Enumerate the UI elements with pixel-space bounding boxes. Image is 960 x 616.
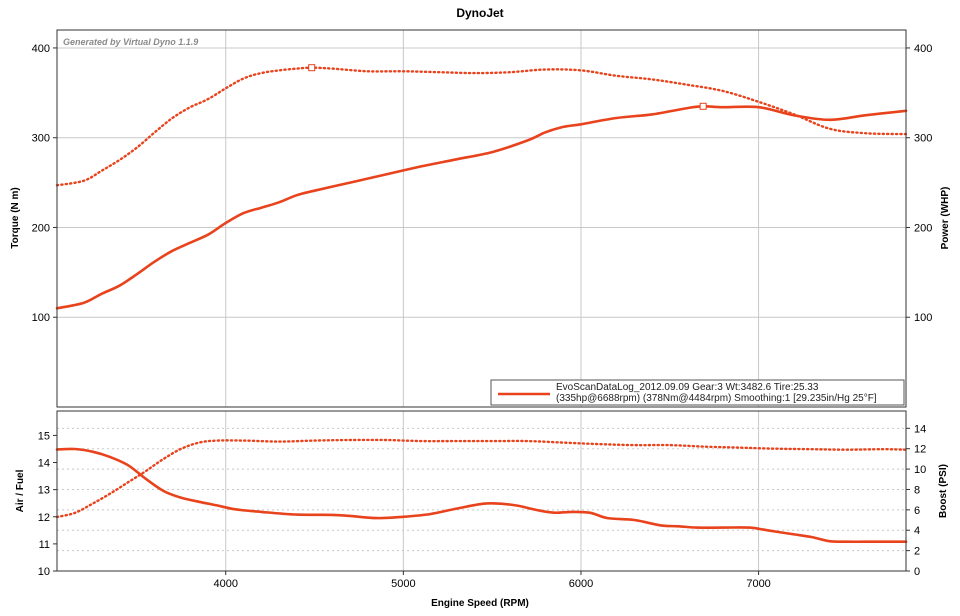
rpm-tick-label: 4000 (213, 578, 237, 590)
bottom-series (55, 438, 908, 544)
air-fuel-curve (55, 447, 908, 544)
boost-tick-label: 6 (914, 505, 920, 517)
airfuel-axis-title: Air / Fuel (15, 469, 26, 512)
torque-tick-label: 200 (32, 222, 50, 234)
rpm-tick-label: 5000 (391, 578, 415, 590)
chart-title-group: DynoJet (456, 6, 503, 20)
rpm-tick-label: 6000 (569, 578, 593, 590)
power-peak-marker (699, 102, 707, 110)
top-series (55, 64, 908, 310)
torque-power-panel: 100 200 300 400 100 200 300 400 Generated by Vi… (10, 29, 951, 408)
airfuel-tick-label: 11 (39, 539, 50, 551)
bottom-ticks: 10 11 12 13 14 15 0 2 4 6 8 10 12 14 (38, 423, 927, 578)
airfuel-tick-label: 10 (38, 566, 50, 578)
power-curve (55, 104, 908, 310)
legend-line-2: (335hp@6688rpm) (378Nm@4484rpm) Smoothin… (556, 393, 877, 404)
power-tick-label: 300 (914, 133, 932, 145)
chart-title: DynoJet (456, 6, 503, 20)
afr-boost-panel: 10 11 12 13 14 15 0 2 4 6 8 10 12 14 Air / Fuel Boost… (15, 410, 949, 578)
power-tick-label: 200 (914, 222, 932, 234)
airfuel-tick-label: 13 (38, 485, 50, 497)
power-tick-label: 100 (914, 312, 932, 324)
boost-tick-label: 8 (914, 484, 920, 496)
airfuel-tick-label: 15 (38, 430, 50, 442)
torque-tick-label: 100 (32, 312, 50, 324)
torque-curve (55, 66, 908, 187)
torque-axis-title: Torque (N m) (10, 187, 21, 248)
boost-tick-label: 0 (914, 566, 920, 578)
top-ticks: 100 200 300 400 100 200 300 400 (32, 43, 933, 324)
watermark-text: Generated by Virtual Dyno 1.1.9 (63, 37, 198, 47)
torque-tick-label: 400 (32, 43, 50, 55)
boost-tick-label: 4 (914, 525, 920, 537)
legend: EvoScanDataLog_2012.09.09 Gear:3 Wt:3482… (490, 379, 905, 406)
airfuel-tick-label: 14 (38, 458, 50, 470)
boost-curve (55, 438, 908, 519)
airfuel-tick-label: 12 (38, 512, 50, 524)
top-plot-frame (56, 29, 907, 408)
boost-tick-label: 10 (914, 464, 926, 476)
rpm-tick-label: 7000 (746, 578, 770, 590)
power-tick-label: 400 (914, 43, 932, 55)
torque-peak-marker (308, 64, 316, 72)
bottom-plot-frame (56, 410, 907, 572)
bottom-grid (57, 411, 906, 571)
x-axis-ticks: 4000 5000 6000 7000 (213, 571, 771, 590)
boost-axis-title: Boost (PSI) (938, 464, 949, 518)
x-axis-title: Engine Speed (RPM) (431, 598, 529, 609)
boost-tick-label: 12 (914, 444, 926, 456)
legend-line-1: EvoScanDataLog_2012.09.09 Gear:3 Wt:3482… (556, 382, 819, 393)
top-grid (57, 30, 906, 407)
legend-box (490, 379, 905, 406)
boost-tick-label: 14 (914, 423, 926, 435)
power-axis-title: Power (WHP) (940, 187, 951, 250)
boost-tick-label: 2 (914, 546, 920, 558)
torque-tick-label: 300 (32, 133, 50, 145)
